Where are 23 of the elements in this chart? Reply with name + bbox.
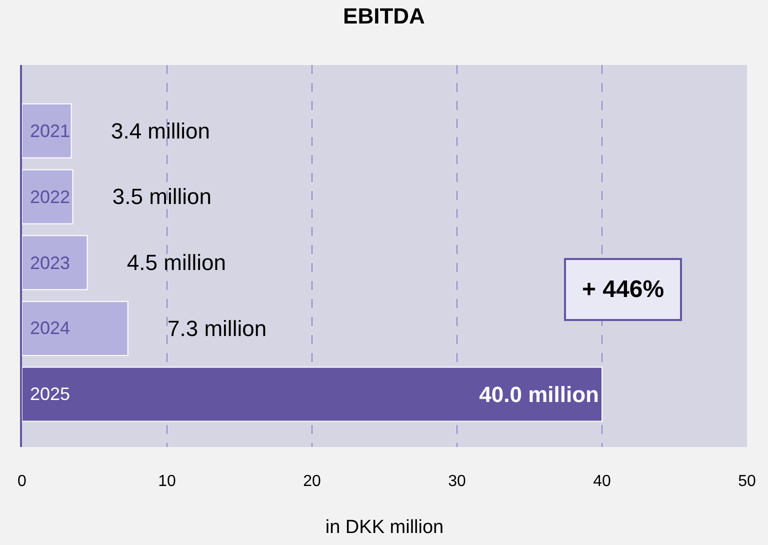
x-axis-title: in DKK million xyxy=(325,516,444,538)
bar xyxy=(22,300,128,356)
data-label: 40.0 million xyxy=(479,382,599,407)
x-tick-label: 0 xyxy=(18,473,27,490)
y-tick-label: 2025 xyxy=(30,384,70,404)
y-tick-label: 2024 xyxy=(30,318,70,338)
y-tick-label: 2022 xyxy=(30,187,70,207)
chart-title: EBITDA xyxy=(343,4,426,29)
x-tick-label: 30 xyxy=(448,473,466,490)
data-label: 3.4 million xyxy=(74,118,210,144)
data-label: 3.5 million xyxy=(76,184,212,210)
data-label: 7.3 million xyxy=(130,316,267,341)
x-tick-label: 10 xyxy=(158,473,176,490)
annotation: + 446% xyxy=(582,276,664,303)
data-label: 4.5 million xyxy=(90,250,226,276)
y-tick-label: 2023 xyxy=(30,253,70,273)
bar xyxy=(22,169,74,224)
x-tick-label: 50 xyxy=(738,473,756,490)
y-tick-label: 2021 xyxy=(30,121,70,141)
x-tick-label: 20 xyxy=(303,473,321,490)
bar xyxy=(22,103,72,158)
x-tick-label: 40 xyxy=(593,473,611,490)
bar xyxy=(22,235,88,290)
